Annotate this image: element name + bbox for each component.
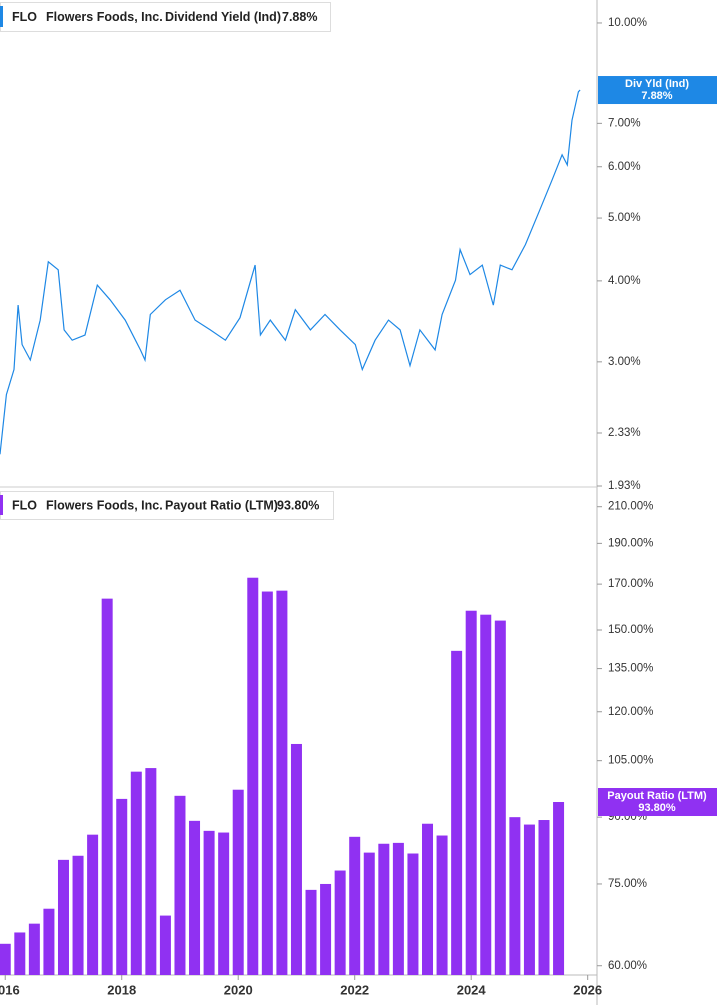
bar — [334, 870, 346, 975]
y-tick-label: 6.00% — [608, 161, 641, 173]
bar — [392, 842, 404, 975]
y-tick-label: 190.00% — [608, 537, 653, 549]
y-tick-label: 2.33% — [608, 427, 641, 439]
bar — [320, 883, 332, 975]
bar — [407, 853, 419, 975]
bar — [349, 836, 361, 975]
bar — [14, 932, 26, 975]
y-tick-label: 170.00% — [608, 578, 653, 590]
bar — [523, 824, 535, 975]
y-tick-label: 75.00% — [608, 878, 647, 890]
bar — [232, 789, 244, 975]
legend-value: 93.80% — [277, 498, 319, 512]
x-tick-label: 2020 — [224, 982, 253, 997]
bar — [87, 834, 99, 975]
bar — [494, 620, 506, 975]
bar — [451, 650, 463, 975]
bar — [247, 577, 259, 975]
bar — [159, 915, 171, 975]
legend-company: Flowers Foods, Inc. — [46, 10, 163, 24]
badge-value: 93.80% — [638, 802, 676, 814]
bar — [378, 843, 390, 975]
bar — [72, 855, 84, 975]
legend-marker — [0, 6, 3, 27]
bar — [305, 889, 317, 975]
bar — [203, 830, 215, 975]
bar — [57, 859, 69, 975]
y-tick-label: 150.00% — [608, 624, 653, 636]
y-tick-label: 105.00% — [608, 755, 653, 767]
legend-series: Dividend Yield (Ind) — [165, 10, 281, 24]
x-tick-label: 2026 — [573, 982, 602, 997]
y-tick-label: 7.00% — [608, 117, 641, 129]
legend-marker — [0, 495, 3, 515]
bar — [189, 820, 201, 975]
bar — [43, 908, 55, 975]
legend-series: Payout Ratio (LTM) — [165, 498, 278, 512]
y-tick-label: 3.00% — [608, 356, 641, 368]
bar — [218, 832, 230, 975]
value-badge — [598, 76, 717, 105]
bar — [276, 590, 288, 975]
x-tick-label: 2018 — [107, 982, 136, 997]
badge-value: 7.88% — [641, 90, 672, 102]
bar — [261, 591, 273, 975]
bar — [538, 820, 550, 975]
bar — [422, 823, 434, 975]
line — [0, 89, 581, 455]
bar — [145, 768, 157, 975]
x-tick-label: 2024 — [457, 982, 487, 997]
y-tick-label: 4.00% — [608, 275, 641, 287]
legend-ticker: FLO — [12, 10, 37, 24]
y-tick-label: 1.93% — [608, 480, 641, 492]
bar — [130, 771, 142, 975]
y-tick-label: 60.00% — [608, 960, 647, 972]
bar — [174, 795, 186, 975]
bar — [465, 610, 477, 975]
badge-label: Payout Ratio (LTM) — [607, 790, 707, 802]
badge-label: Div Yld (Ind) — [625, 78, 689, 90]
bar — [480, 614, 492, 975]
bar — [0, 943, 11, 975]
y-tick-label: 10.00% — [608, 17, 647, 29]
y-tick-label: 120.00% — [608, 706, 653, 718]
bar — [290, 743, 302, 975]
bar — [509, 817, 521, 975]
y-tick-label: 135.00% — [608, 663, 653, 675]
bar — [101, 598, 113, 975]
bar — [116, 798, 128, 975]
y-tick-label: 5.00% — [608, 212, 641, 224]
bar — [553, 802, 565, 975]
bar — [28, 923, 40, 975]
legend-box — [0, 491, 334, 520]
legend-company: Flowers Foods, Inc. — [46, 498, 163, 512]
legend-ticker: FLO — [12, 498, 37, 512]
x-tick-label: 2022 — [340, 982, 369, 997]
bar — [436, 835, 448, 975]
value-badge — [598, 788, 717, 817]
x-tick-label: 2016 — [0, 982, 20, 997]
y-tick-label: 210.00% — [608, 501, 653, 513]
legend-box — [0, 2, 331, 32]
bar — [363, 852, 375, 975]
legend-value: 7.88% — [282, 10, 317, 24]
